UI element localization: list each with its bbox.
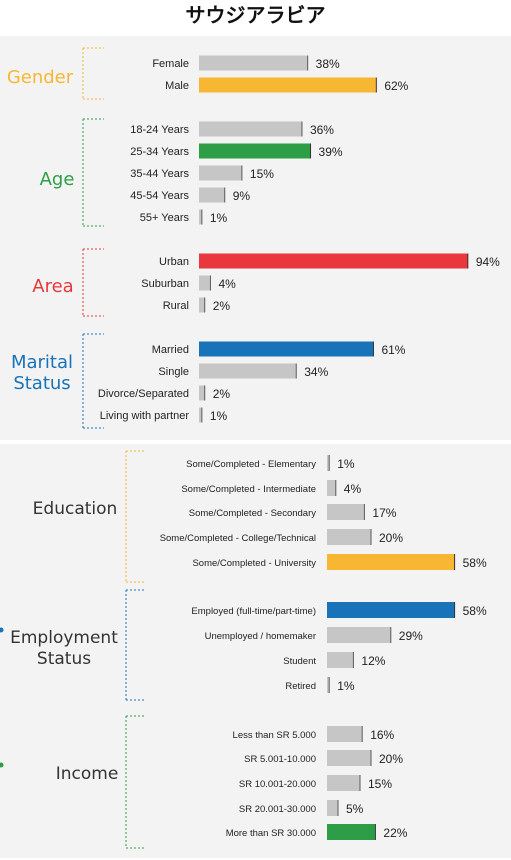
category-label-employment-status-student: Student xyxy=(283,656,316,667)
age-group-label: Age xyxy=(40,169,75,190)
value-label-age-18-24-years: 36% xyxy=(310,123,334,137)
value-label-area-suburban: 4% xyxy=(218,277,236,291)
category-label-education-some-completed-elementary: Some/Completed - Elementary xyxy=(186,459,316,470)
edge-dot-green xyxy=(0,762,4,768)
value-label-education-some-completed-elementary: 1% xyxy=(337,457,355,471)
value-label-income-sr-10-001-20-000: 15% xyxy=(368,777,392,791)
value-label-education-some-completed-intermediate: 4% xyxy=(344,482,362,496)
category-label-education-some-completed-intermediate: Some/Completed - Intermediate xyxy=(181,484,316,495)
bar-age-55-years xyxy=(199,209,202,225)
category-label-area-suburban: Suburban xyxy=(141,278,189,290)
category-label-education-some-completed-university: Some/Completed - University xyxy=(192,558,316,569)
socioeconomic-panel xyxy=(0,444,511,858)
value-label-income-sr-20-001-30-000: 5% xyxy=(346,802,364,816)
category-label-marital-status-divorce-separated: Divorce/Separated xyxy=(98,388,189,400)
category-label-marital-status-single: Single xyxy=(158,366,189,378)
bar-area-suburban xyxy=(199,275,211,291)
value-label-gender-male: 62% xyxy=(384,79,408,93)
category-label-employment-status-unemployed-homemaker: Unemployed / homemaker xyxy=(205,631,316,642)
category-label-employment-status-retired: Retired xyxy=(285,681,316,692)
value-label-age-55-years: 1% xyxy=(210,211,228,225)
category-label-marital-status-married: Married xyxy=(152,344,189,356)
category-label-education-some-completed-secondary: Some/Completed - Secondary xyxy=(189,508,317,519)
value-label-marital-status-living-with-partner: 1% xyxy=(210,409,228,423)
area-group-label: Area xyxy=(32,276,73,297)
value-label-employment-status-unemployed-homemaker: 29% xyxy=(399,629,423,643)
category-label-income-sr-20-001-30-000: SR 20.001-30.000 xyxy=(239,804,316,815)
bar-employment-status-employed-full-time-part-time xyxy=(327,602,455,618)
value-label-marital-status-married: 61% xyxy=(381,343,405,357)
category-label-gender-female: Female xyxy=(152,58,189,70)
value-label-area-rural: 2% xyxy=(213,299,231,313)
value-label-age-35-44-years: 15% xyxy=(250,167,274,181)
gender-group-label: Gender xyxy=(7,67,74,88)
category-label-income-less-than-sr-5-000: Less than SR 5.000 xyxy=(233,730,316,741)
bar-marital-status-divorce-separated xyxy=(199,385,205,401)
bar-income-less-than-sr-5-000 xyxy=(327,726,363,742)
value-label-income-sr-5-001-10-000: 20% xyxy=(379,752,403,766)
bar-employment-status-retired xyxy=(327,677,330,693)
bar-gender-female xyxy=(199,55,308,71)
panel-divider xyxy=(0,440,511,444)
category-label-age-25-34-years: 25-34 Years xyxy=(130,146,189,158)
category-label-income-more-than-sr-30-000: More than SR 30.000 xyxy=(226,828,316,839)
category-label-education-some-completed-college-technical: Some/Completed - College/Technical xyxy=(160,533,316,544)
value-label-employment-status-employed-full-time-part-time: 58% xyxy=(463,604,487,618)
value-label-education-some-completed-university: 58% xyxy=(463,556,487,570)
income-group-label: Income xyxy=(56,764,119,784)
value-label-education-some-completed-college-technical: 20% xyxy=(379,531,403,545)
bar-area-urban xyxy=(199,253,468,269)
bar-education-some-completed-college-technical xyxy=(327,529,371,545)
bar-marital-status-single xyxy=(199,363,297,379)
education-group-label: Education xyxy=(33,499,118,519)
value-label-age-25-34-years: 39% xyxy=(319,145,343,159)
marital-status-group-label-line-1: Marital xyxy=(11,352,73,373)
bar-education-some-completed-intermediate xyxy=(327,480,336,496)
edge-dot-blue xyxy=(0,627,4,633)
bar-income-sr-10-001-20-000 xyxy=(327,775,360,791)
value-label-employment-status-student: 12% xyxy=(361,654,385,668)
category-label-marital-status-living-with-partner: Living with partner xyxy=(100,410,190,422)
bar-area-rural xyxy=(199,297,205,313)
value-label-gender-female: 38% xyxy=(316,57,340,71)
bar-income-sr-5-001-10-000 xyxy=(327,750,371,766)
category-label-age-45-54-years: 45-54 Years xyxy=(130,190,189,202)
category-label-employment-status-employed-full-time-part-time: Employed (full-time/part-time) xyxy=(191,606,316,617)
value-label-area-urban: 94% xyxy=(476,255,500,269)
bar-marital-status-married xyxy=(199,341,374,357)
category-label-gender-male: Male xyxy=(165,80,189,92)
bar-age-35-44-years xyxy=(199,165,242,181)
value-label-age-45-54-years: 9% xyxy=(233,189,251,203)
category-label-area-urban: Urban xyxy=(159,256,189,268)
employment-status-group-label-line-2: Status xyxy=(37,649,91,669)
bar-age-25-34-years xyxy=(199,143,311,159)
bar-employment-status-unemployed-homemaker xyxy=(327,627,391,643)
bar-employment-status-student xyxy=(327,652,354,668)
value-label-marital-status-divorce-separated: 2% xyxy=(213,387,231,401)
category-label-area-rural: Rural xyxy=(163,300,189,312)
category-label-age-35-44-years: 35-44 Years xyxy=(130,168,189,180)
bar-marital-status-living-with-partner xyxy=(199,407,202,423)
page-title: サウジアラビア xyxy=(185,3,326,27)
marital-status-group-label-line-2: Status xyxy=(13,373,70,394)
category-label-income-sr-5-001-10-000: SR 5.001-10.000 xyxy=(244,754,316,765)
bar-education-some-completed-elementary xyxy=(327,455,330,471)
value-label-education-some-completed-secondary: 17% xyxy=(372,506,396,520)
bar-age-18-24-years xyxy=(199,121,302,137)
bar-income-more-than-sr-30-000 xyxy=(327,824,376,840)
bar-education-some-completed-secondary xyxy=(327,504,365,520)
bar-income-sr-20-001-30-000 xyxy=(327,800,338,816)
category-label-age-55-years: 55+ Years xyxy=(140,212,190,224)
category-label-income-sr-10-001-20-000: SR 10.001-20.000 xyxy=(239,779,316,790)
value-label-employment-status-retired: 1% xyxy=(337,679,355,693)
category-label-age-18-24-years: 18-24 Years xyxy=(130,124,189,136)
bar-age-45-54-years xyxy=(199,187,225,203)
value-label-marital-status-single: 34% xyxy=(304,365,328,379)
value-label-income-less-than-sr-5-000: 16% xyxy=(370,728,394,742)
bar-gender-male xyxy=(199,77,377,93)
value-label-income-more-than-sr-30-000: 22% xyxy=(383,826,407,840)
employment-status-group-label-line-1: Employment xyxy=(10,628,118,648)
bar-education-some-completed-university xyxy=(327,554,455,570)
